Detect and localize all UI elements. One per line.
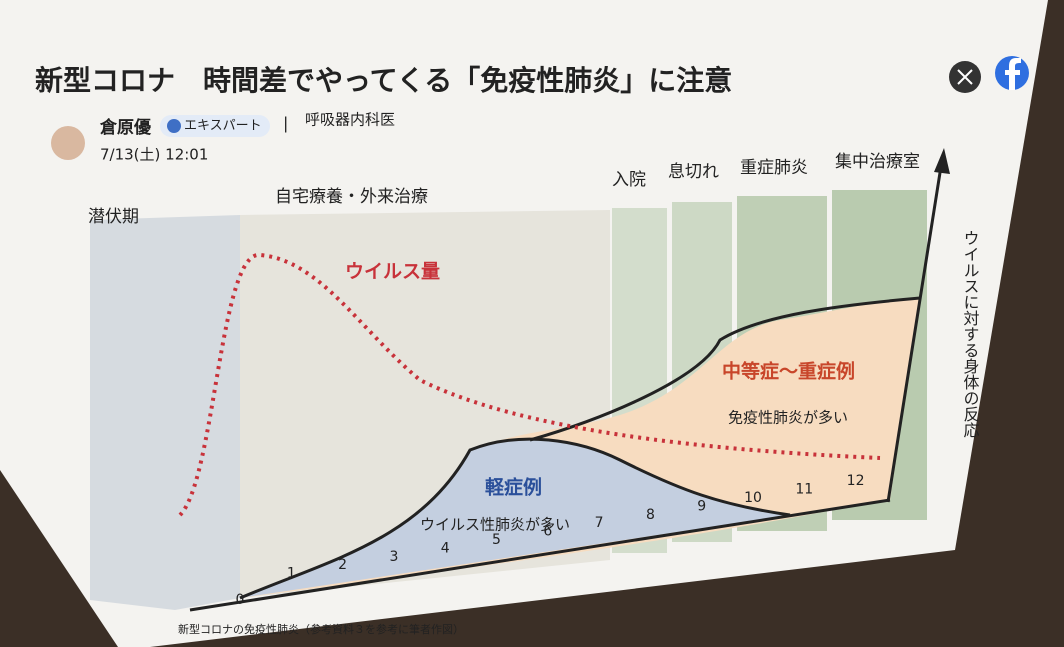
- badge-icon: [167, 119, 181, 133]
- phase: 入院: [612, 170, 646, 190]
- x-tick-label: 2: [338, 557, 347, 573]
- x-tick-label: 1: [287, 566, 296, 582]
- phase: 自宅療養・外来治療: [275, 187, 428, 207]
- x-tick-label: 12: [847, 473, 865, 489]
- y-axis-label: ウイルスに対する身体の反応: [961, 230, 980, 438]
- mild-area: [240, 439, 790, 598]
- mild-curve: [239, 437, 791, 600]
- x-tick-label: 3: [389, 549, 398, 565]
- x-tick-label: 4: [441, 540, 450, 556]
- caption: 新型コロナの免疫性肺炎（参考資料３を参考に筆者作図）: [178, 622, 464, 636]
- x-tick-label: 8: [646, 507, 655, 523]
- phase: 重症肺炎: [740, 158, 808, 178]
- phase: 潜伏期: [88, 207, 139, 227]
- phase: 集中治療室: [835, 152, 920, 172]
- severe-curve: [529, 296, 921, 442]
- x-tick-label: 10: [744, 490, 762, 506]
- x-tick-label: 9: [697, 498, 706, 514]
- severe-label: 中等症〜重症例: [722, 360, 855, 383]
- title: 新型コロナ 時間差でやってくる「免疫性肺炎」に注意: [35, 64, 732, 97]
- x-tick-label: 0: [236, 592, 245, 608]
- facebook-glyph: [1005, 58, 1021, 90]
- x-tick-label: 7: [595, 515, 604, 531]
- phase: 息切れ: [668, 162, 719, 182]
- x-glyph: [957, 69, 973, 85]
- role: 呼吸器内科医: [305, 111, 395, 129]
- virus-label: ウイルス量: [345, 261, 440, 283]
- separator: |: [283, 114, 288, 133]
- mild-note: ウイルス性肺炎が多い: [420, 516, 570, 534]
- avatar: [51, 126, 85, 160]
- author: 倉原優: [99, 117, 152, 138]
- date: 7/13(土) 12:01: [100, 146, 208, 164]
- badge: エキスパート: [184, 119, 262, 134]
- x-tick-label: 6: [543, 524, 552, 540]
- mild-label: 軽症例: [485, 476, 542, 499]
- y-axis: [886, 159, 944, 503]
- x-axis: [189, 498, 891, 612]
- virus-curve: [178, 252, 881, 517]
- x-tick-label: 11: [795, 482, 813, 498]
- y-arrow: [934, 148, 950, 174]
- badge-bg: [160, 115, 270, 137]
- severe-note: 免疫性肺炎が多い: [728, 409, 848, 427]
- latent-band: [90, 215, 240, 610]
- x-tick-label: 5: [492, 532, 501, 548]
